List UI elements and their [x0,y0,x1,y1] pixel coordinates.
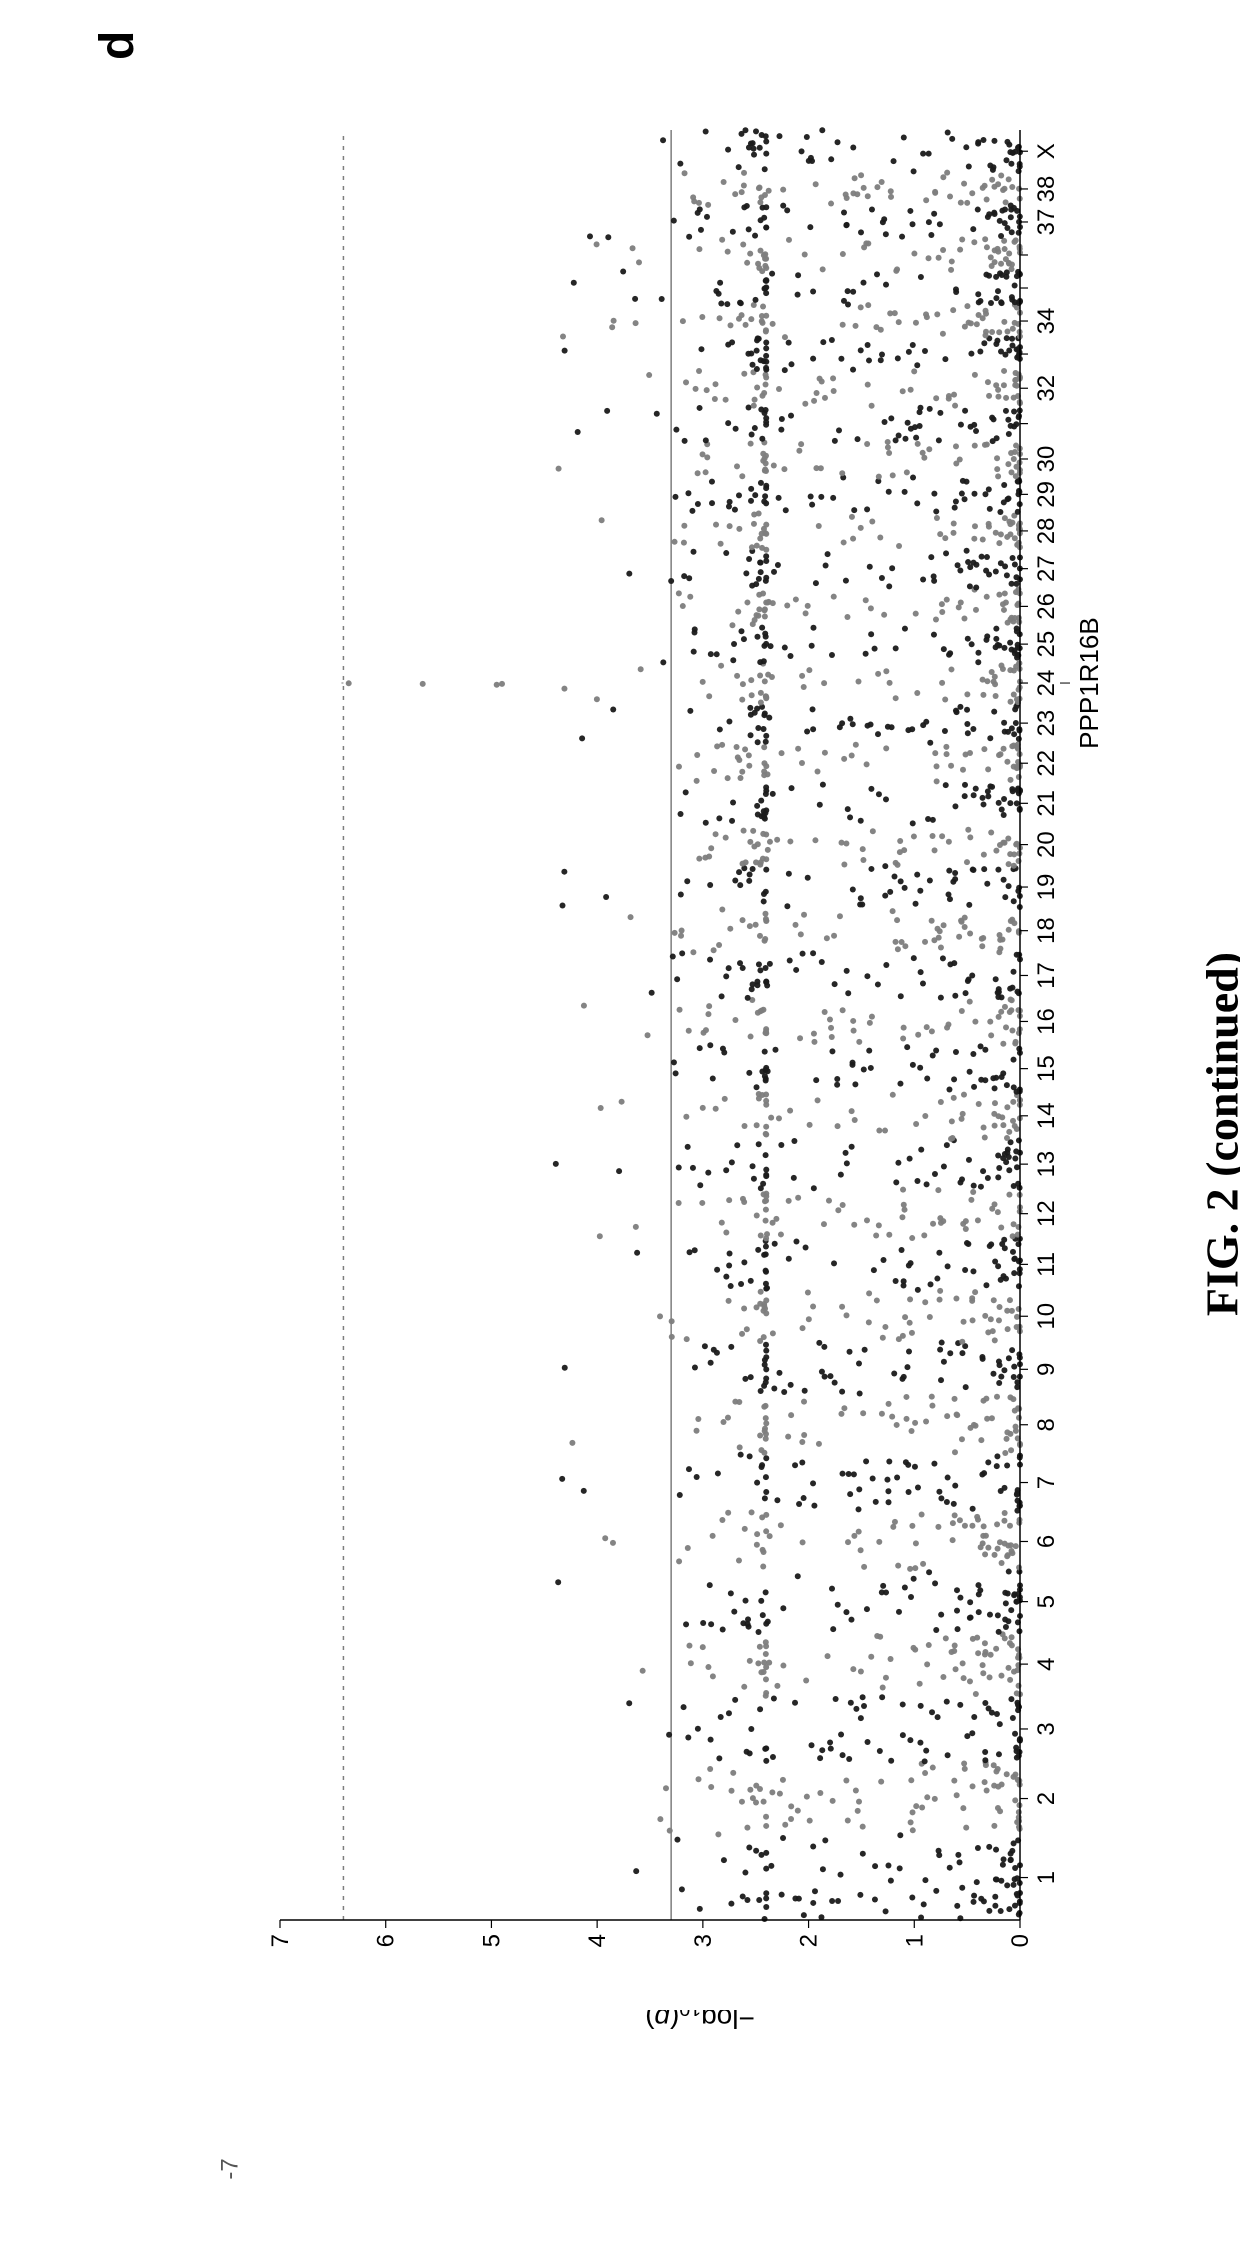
svg-text:26: 26 [1033,593,1060,620]
svg-text:X: X [1033,143,1060,159]
svg-text:17: 17 [1033,962,1060,989]
svg-text:28: 28 [1033,518,1060,545]
manhattan-plot: 0123456712345678910111213141516171819202… [260,110,1140,2010]
svg-text:5: 5 [478,1934,505,1947]
svg-text:0: 0 [1007,1934,1034,1947]
svg-text:6: 6 [373,1934,400,1947]
svg-text:10: 10 [1033,1303,1060,1330]
svg-text:13: 13 [1033,1151,1060,1178]
svg-text:27: 27 [1033,555,1060,582]
svg-text:30: 30 [1033,446,1060,473]
svg-text:6: 6 [1033,1535,1060,1548]
panel-letter: d [90,31,145,60]
manhattan-plot-container: −log10(p) 012345671234567891011121314151… [260,110,1140,2010]
svg-text:12: 12 [1033,1200,1060,1227]
svg-text:2: 2 [1033,1792,1060,1805]
svg-text:19: 19 [1033,874,1060,901]
svg-text:4: 4 [584,1934,611,1947]
figure-caption: FIG. 2 (continued) [1196,952,1240,1316]
svg-text:7: 7 [267,1934,294,1947]
svg-text:3: 3 [690,1934,717,1947]
svg-text:21: 21 [1033,790,1060,817]
svg-text:32: 32 [1033,375,1060,402]
svg-text:9: 9 [1033,1363,1060,1376]
svg-text:38: 38 [1033,176,1060,203]
svg-text:PPP1R16B: PPP1R16B [1074,617,1104,749]
svg-text:22: 22 [1033,750,1060,777]
svg-text:2: 2 [796,1934,823,1947]
svg-text:23: 23 [1033,710,1060,737]
svg-text:34: 34 [1033,308,1060,335]
svg-text:3: 3 [1033,1722,1060,1735]
svg-text:8: 8 [1033,1418,1060,1431]
svg-text:14: 14 [1033,1102,1060,1129]
svg-text:1: 1 [901,1934,928,1947]
svg-text:25: 25 [1033,631,1060,658]
svg-text:15: 15 [1033,1055,1060,1082]
corner-label: -7 [217,2158,245,2179]
svg-text:18: 18 [1033,917,1060,944]
svg-text:20: 20 [1033,831,1060,858]
svg-text:7: 7 [1033,1476,1060,1489]
svg-text:37: 37 [1033,209,1060,236]
svg-text:1: 1 [1033,1871,1060,1884]
svg-text:4: 4 [1033,1657,1060,1670]
svg-text:24: 24 [1033,670,1060,697]
svg-text:11: 11 [1033,1252,1060,1277]
svg-text:5: 5 [1033,1595,1060,1608]
svg-text:29: 29 [1033,481,1060,508]
svg-text:16: 16 [1033,1008,1060,1035]
